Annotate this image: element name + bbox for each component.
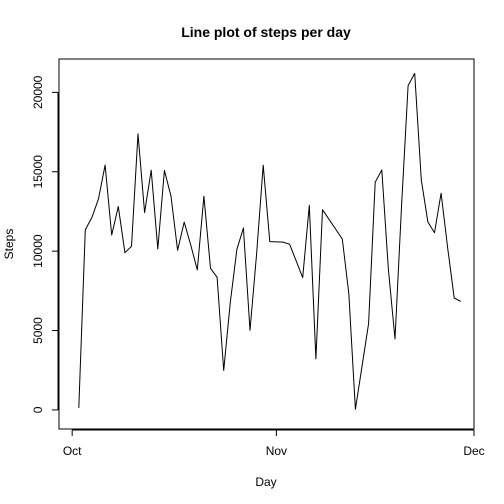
x-axis: Oct Nov Dec [63,429,485,458]
y-tick-label: 5000 [31,317,45,344]
series-line [78,72,462,410]
y-tick-label: 0 [31,406,45,413]
y-tick-label: 10000 [31,234,45,268]
series-group [78,72,462,410]
x-axis-label: Day [255,475,276,489]
y-axis: 0 5000 10000 15000 20000 [31,75,59,413]
chart-title: Line plot of steps per day [181,24,351,40]
x-tick-label: Oct [63,444,82,458]
x-tick-label: Dec [463,444,484,458]
y-tick-label: 15000 [31,155,45,189]
x-tick-label: Nov [266,444,287,458]
y-axis-label: Steps [2,229,16,260]
plot-frame [58,58,475,430]
y-tick-label: 20000 [31,75,45,109]
